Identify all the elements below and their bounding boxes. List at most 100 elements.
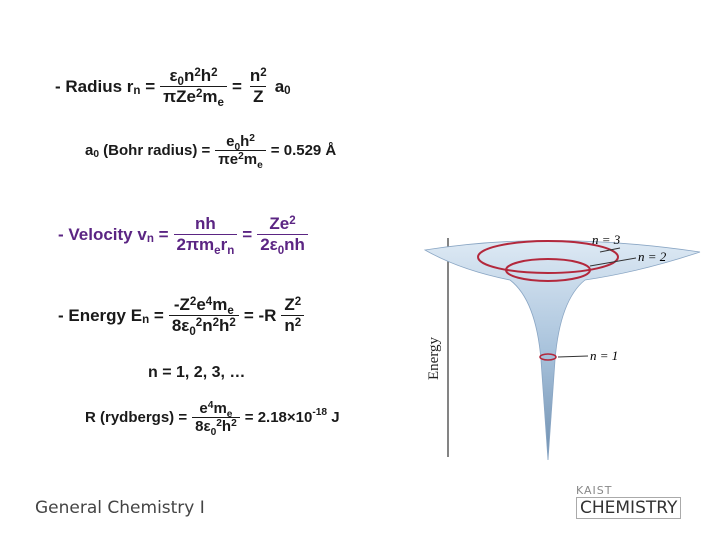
formula-text: 2 (195, 87, 203, 100)
formula-text: ε (169, 66, 178, 85)
fraction: Z2 n2 (281, 295, 305, 336)
formula-text: 2 (195, 316, 203, 329)
formula-text: J (327, 409, 340, 426)
formula-text: = (153, 224, 169, 244)
fraction: e4me 8ε02h2 (192, 400, 240, 438)
fraction: -Z2e4me 8ε02n2h2 (168, 295, 239, 339)
formula-text: m (243, 151, 258, 168)
formula-text: 4 (205, 295, 213, 308)
formula-text: (Bohr radius) = (99, 142, 211, 159)
level-label: n = 1 (590, 348, 618, 363)
denominator: 8ε02h2 (192, 417, 240, 438)
formula-text: 2 (249, 133, 255, 145)
denominator: 2ε0nh (257, 234, 308, 257)
pointer (589, 257, 637, 267)
formula-text: = (149, 305, 164, 325)
formula-text: n (142, 313, 150, 326)
formula-text: -Z (173, 295, 190, 314)
fraction: e0h2 πe2me (215, 133, 266, 171)
numerator: e4me (196, 400, 235, 420)
numerator: Ze2 (266, 214, 298, 234)
formula-text: 2 (260, 66, 267, 79)
formula-text: 2 (194, 66, 201, 79)
formula-text: 2 (211, 66, 218, 79)
level-label: n = 2 (638, 249, 667, 264)
numerator: e0h2 (223, 133, 258, 153)
formula-text: r (220, 235, 228, 254)
formula-text: 2 (229, 316, 236, 329)
formula-text: - Energy E (58, 305, 143, 325)
formula-text: m (213, 400, 227, 417)
formula-text: h (219, 316, 230, 335)
formula-text: R (rydbergs) = (85, 409, 188, 426)
formula-text: 8ε (171, 316, 190, 335)
fraction: nh 2πmern (173, 214, 238, 258)
logo-top: KAIST (576, 484, 613, 497)
formula-text: m (202, 87, 218, 106)
formula-text: h (240, 133, 250, 150)
orbit (477, 240, 619, 274)
formula-text: 0 (93, 148, 100, 160)
formula-text: Z (253, 87, 264, 106)
logo: KAIST CHEMISTRY (576, 484, 682, 519)
formula-text: Ze (269, 214, 290, 233)
logo-bottom: CHEMISTRY (576, 497, 682, 519)
formula-text: n (146, 232, 154, 245)
formula-text: n (133, 84, 141, 97)
pointer (599, 247, 621, 253)
orbit (539, 353, 557, 361)
denominator: n2 (281, 315, 305, 336)
formula-text: e (257, 159, 263, 171)
formula-text: πe (218, 151, 239, 168)
formula-text: e (226, 408, 233, 420)
formula-text: n = 1, 2, 3, … (148, 364, 246, 381)
formula-text: Z (284, 295, 295, 314)
formula-text: nh (284, 235, 305, 254)
formula-text: 0 (177, 76, 184, 89)
numerator: nh (192, 214, 219, 234)
formula-text: 2πm (176, 235, 215, 254)
formula-text: = -R (243, 305, 277, 325)
denominator: πe2me (215, 150, 266, 171)
formula-text: m (212, 295, 228, 314)
formula-text: n (249, 66, 261, 85)
fraction: ε0n2h2 πZe2me (160, 66, 227, 110)
formula-text: 0 (210, 426, 217, 438)
potential-well-figure: Energy n = 3 n = 2 n = 1 (423, 232, 701, 461)
level-label: n = 3 (592, 232, 621, 247)
formula-text: 0 (284, 84, 291, 97)
formula-text: n (202, 316, 213, 335)
formula-text: e (226, 133, 235, 150)
formula-text: -18 (312, 407, 328, 419)
formula-text: = 0.529 Å (270, 142, 337, 159)
formula-text: h (200, 66, 212, 85)
formula-text: 4 (207, 400, 214, 412)
formula-text: 2 (289, 214, 296, 227)
fraction: n2 Z (247, 66, 270, 107)
denominator: πZe2me (160, 86, 227, 110)
formula-text: h (221, 418, 232, 435)
formula-text: a (85, 142, 94, 159)
formula-text: = (242, 224, 253, 244)
denominator: Z (250, 86, 267, 107)
numerator: Z2 (281, 295, 304, 315)
formula-text: e (199, 400, 208, 417)
rydberg-equation: R (rydbergs) = e4me 8ε02h2 = 2.18×10 -18 … (85, 400, 340, 438)
formula-text: nh (195, 214, 216, 233)
formula-text: 2 (294, 316, 302, 329)
formula-text: 0 (189, 326, 196, 339)
pointer (557, 355, 589, 358)
formula-text: n (227, 245, 235, 258)
formula-text: n (183, 66, 195, 85)
formula-text: = (231, 76, 242, 96)
formula-text: - Radius r (55, 76, 134, 96)
formula-text: e (217, 97, 224, 110)
n-values: n = 1, 2, 3, … (148, 364, 245, 382)
formula-text: 2 (231, 418, 237, 430)
formula-text: 2ε (260, 235, 278, 254)
formula-text: e (214, 245, 221, 258)
